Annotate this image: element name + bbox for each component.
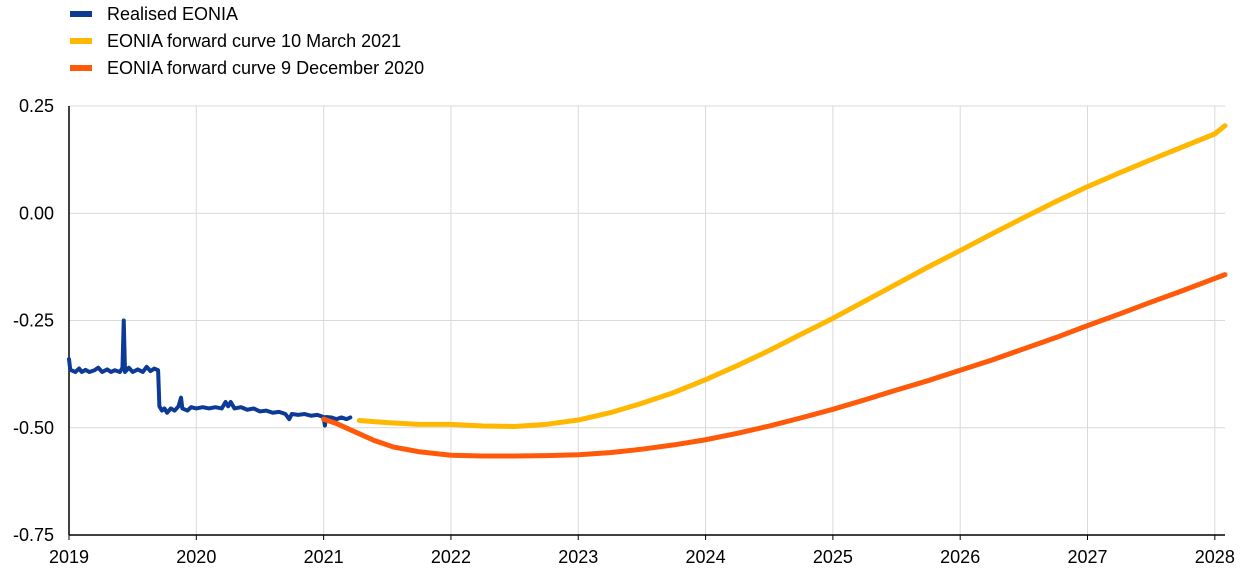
x-tick-label-5: 2023 [558, 547, 598, 567]
y-tick-label-4: -0.50 [13, 418, 54, 438]
series-line-3 [321, 272, 1228, 459]
legend-label-1: Realised EONIA [107, 4, 238, 24]
y-tick-label-1: 0.25 [19, 96, 54, 116]
legend-label-2: EONIA forward curve 10 March 2021 [107, 31, 401, 51]
series-lines [67, 123, 1228, 459]
x-tick-label-9: 2027 [1067, 547, 1107, 567]
series-line-2 [356, 123, 1228, 429]
x-tick-label-3: 2021 [304, 547, 344, 567]
x-tick-label-4: 2022 [431, 547, 471, 567]
x-tick-label-2: 2020 [176, 547, 216, 567]
grid [69, 105, 1225, 536]
axes [68, 106, 1225, 540]
y-tick-label-2: 0.00 [19, 203, 54, 223]
x-tick-label-8: 2026 [940, 547, 980, 567]
x-tick-label-1: 2019 [49, 547, 89, 567]
x-tick-label-10: 2028 [1195, 547, 1235, 567]
legend: Realised EONIA EONIA forward curve 10 Mar… [70, 4, 424, 78]
x-tick-label-6: 2024 [686, 547, 726, 567]
y-tick-label-3: -0.25 [13, 311, 54, 331]
series-line-1 [67, 318, 353, 428]
legend-label-3: EONIA forward curve 9 December 2020 [107, 58, 424, 78]
x-tick-label-7: 2025 [813, 547, 853, 567]
y-tick-label-5: -0.75 [13, 525, 54, 545]
